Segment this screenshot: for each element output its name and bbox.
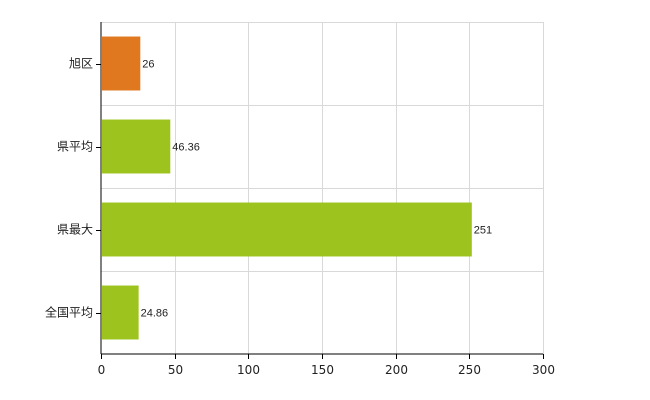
x-tick-label: 0 xyxy=(98,363,106,377)
x-tick-label: 50 xyxy=(168,363,183,377)
bar xyxy=(102,36,141,91)
data-label: 46.36 xyxy=(172,142,200,154)
x-tick-label: 100 xyxy=(237,363,260,377)
category-label: 県最大 xyxy=(57,223,93,237)
data-label: 24.86 xyxy=(141,308,169,320)
x-tick-label: 300 xyxy=(532,363,555,377)
bar xyxy=(102,119,171,174)
x-tick-label: 250 xyxy=(458,363,481,377)
category-label: 県平均 xyxy=(57,140,93,154)
axes xyxy=(96,22,544,359)
labels: 0 50 100 150 200 250 300 旭区 26 県平均 46.36 県最大 251 全国平均… xyxy=(45,57,555,378)
bar xyxy=(102,285,139,340)
data-label: 26 xyxy=(142,59,154,71)
x-tick-label: 200 xyxy=(385,363,408,377)
data-label: 251 xyxy=(474,225,492,237)
bar xyxy=(102,202,472,257)
x-tick-label: 150 xyxy=(311,363,334,377)
bars xyxy=(102,36,472,340)
grid xyxy=(101,22,544,354)
category-label: 旭区 xyxy=(69,57,93,71)
category-label: 全国平均 xyxy=(45,305,93,320)
